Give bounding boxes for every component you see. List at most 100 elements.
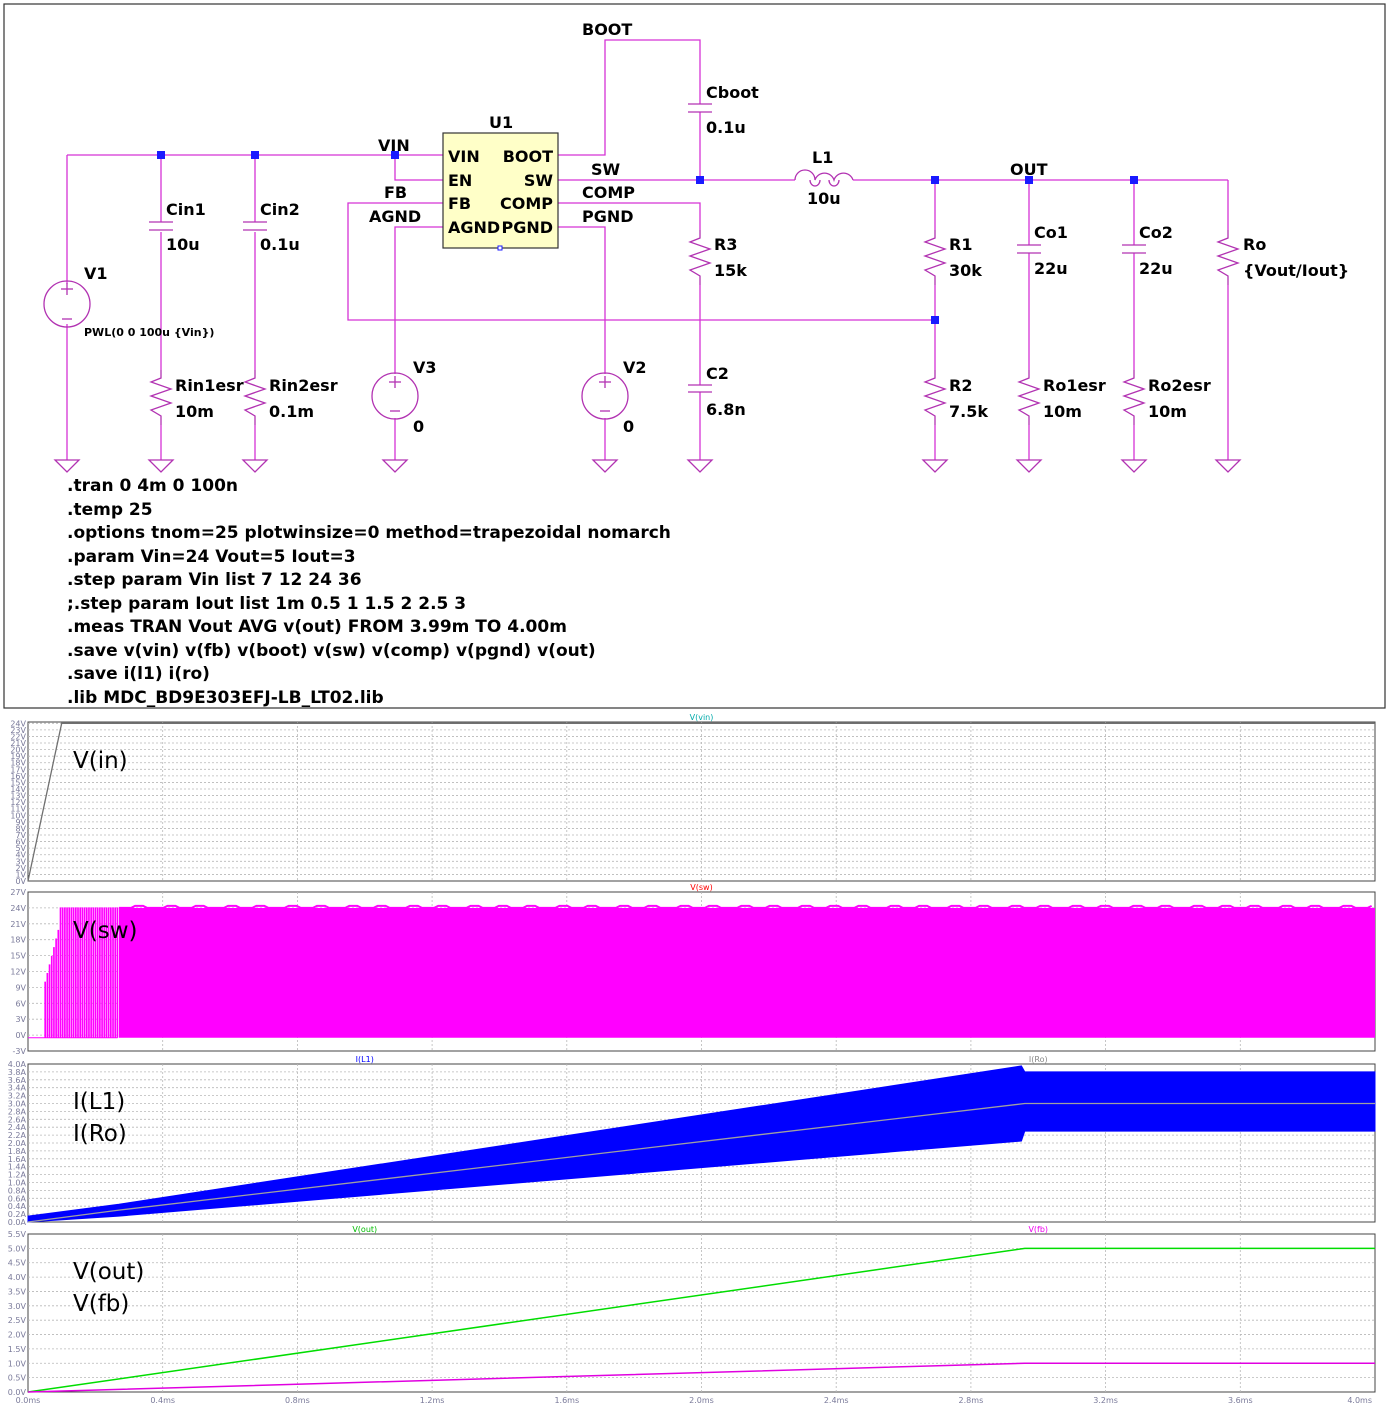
trace-vsw	[28, 904, 1376, 1039]
y-tick-label: 11V	[10, 805, 26, 814]
y-tick-label: 0.2A	[8, 1210, 27, 1219]
junctions	[157, 151, 1138, 324]
y-tick-label: 2.5V	[8, 1316, 27, 1325]
y-tick-label: 17V	[10, 765, 26, 774]
plot-pane[interactable]: 0.0V 0.5V 1.0V 1.5V 2.0V 2.5V 3.0V 3.5V 4.0V 4.5V…	[8, 1225, 1376, 1405]
y-tick-label: 22V	[10, 732, 26, 741]
net-sw: SW	[591, 160, 621, 179]
label-r3: R3	[714, 235, 737, 254]
plot-pane[interactable]: -3V 0V 3V 6V 9V 12V 15V 18V 21V 24V 27V V(sw) V(sw)	[10, 883, 1376, 1056]
value-ro: {Vout/Iout}	[1243, 261, 1349, 280]
trace-vin	[27, 722, 1375, 882]
label-v3: V3	[413, 358, 437, 377]
label-ro1esr: Ro1esr	[1043, 376, 1106, 395]
directive-line: .temp 25	[67, 500, 153, 520]
y-tick-label: 2.0V	[8, 1331, 27, 1340]
cap-cin1	[149, 221, 173, 231]
ic-u1[interactable]: U1 VIN EN FB AGND BOOT SW COMP PGND	[442, 113, 559, 251]
y-tick-label: 18V	[10, 759, 26, 768]
y-tick-label: 6V	[15, 999, 26, 1008]
y-tick-label: 2V	[15, 864, 26, 873]
ic-pin-boot: BOOT	[503, 147, 553, 166]
y-tick-label: 4.0V	[8, 1273, 27, 1282]
y-tick-label: 7V	[15, 831, 26, 840]
plot-frame	[27, 721, 1376, 882]
y-tick-label: 1.4A	[8, 1163, 27, 1172]
cap-co2	[1122, 244, 1146, 254]
y-tick-label: 10V	[10, 811, 26, 820]
y-tick-label: 2.8A	[8, 1107, 27, 1116]
x-tick-label: 0.4ms	[150, 1396, 175, 1405]
x-tick-label: 4.0ms	[1347, 1396, 1372, 1405]
y-tick-label: 0.4A	[8, 1202, 27, 1211]
value-c2: 6.8n	[706, 400, 746, 419]
value-r2: 7.5k	[949, 402, 988, 421]
waveform-viewer: 0V1V2V3V4V5V6V7V8V9V10V11V12V13V14V15V16…	[8, 713, 1376, 1405]
ic-pin-pgnd: PGND	[501, 218, 553, 237]
x-tick-label: 0.8ms	[285, 1396, 310, 1405]
plot-overlay-label: V(fb)	[73, 1291, 129, 1317]
value-v2: 0	[623, 417, 634, 436]
res-rin1esr	[149, 370, 173, 425]
net-vin: VIN	[378, 136, 410, 155]
label-rin1esr: Rin1esr	[175, 376, 244, 395]
plot-title: V(sw)	[690, 883, 712, 892]
res-r1	[923, 230, 947, 285]
y-tick-label: 3.4A	[8, 1084, 27, 1093]
label-cin1: Cin1	[166, 200, 206, 219]
directive-line: .meas TRAN Vout AVG v(out) FROM 3.99m TO…	[67, 617, 567, 637]
directive-line: ;.step param Iout list 1m 0.5 1 1.5 2 2.…	[67, 594, 466, 614]
wires	[66, 39, 1229, 460]
y-tick-label: 27V	[10, 888, 26, 897]
plot-title-right: I(Ro)	[1029, 1055, 1048, 1064]
y-tick-label: 12V	[10, 968, 26, 977]
y-tick-label: 19V	[10, 752, 26, 761]
plot-overlay-label: V(in)	[73, 748, 128, 774]
y-tick-label: 13V	[10, 792, 26, 801]
ic-pin-en: EN	[448, 171, 472, 190]
y-tick-label: 9V	[15, 983, 26, 992]
y-tick-label: 2.0A	[8, 1139, 27, 1148]
value-v3: 0	[413, 417, 424, 436]
plot-overlay-label: V(out)	[73, 1259, 144, 1285]
ic-pin-vin: VIN	[448, 147, 480, 166]
ic-pin-agnd: AGND	[448, 218, 500, 237]
value-rin1esr: 10m	[175, 402, 214, 421]
y-tick-label: 20V	[10, 746, 26, 755]
res-ro2esr	[1122, 370, 1146, 425]
trace-iro	[27, 1102, 1375, 1223]
spice-directives: .tran 0 4m 0 100n .temp 25 .options tnom…	[67, 476, 671, 708]
value-v1: PWL(0 0 100u {Vin})	[84, 326, 214, 339]
y-tick-label: 15V	[10, 778, 26, 787]
source-v2	[581, 372, 629, 420]
plot-title-left: I(L1)	[356, 1055, 374, 1064]
y-tick-label: 1.6A	[8, 1155, 27, 1164]
capacitors	[149, 103, 1146, 393]
directive-line: .options tnom=25 plotwinsize=0 method=tr…	[67, 523, 671, 543]
y-tick-label: 2.4A	[8, 1123, 27, 1132]
y-tick-label: 0V	[15, 877, 26, 886]
y-tick-label: 5.5V	[8, 1230, 27, 1239]
label-v1: V1	[84, 264, 108, 283]
directive-line: .save i(l1) i(ro)	[67, 664, 210, 684]
resistors	[149, 230, 1240, 425]
cap-co1	[1017, 244, 1041, 254]
y-tick-label: 0.0A	[8, 1218, 27, 1227]
trace-il1	[27, 1065, 1376, 1223]
plot-pane[interactable]: 0V1V2V3V4V5V6V7V8V9V10V11V12V13V14V15V16…	[10, 713, 1376, 886]
y-tick-label: 3V	[15, 857, 26, 866]
net-out: OUT	[1010, 160, 1048, 179]
y-tick-label: 3.5V	[8, 1287, 27, 1296]
label-r1: R1	[949, 235, 972, 254]
y-tick-label: 1V	[15, 870, 26, 879]
net-pgnd: PGND	[582, 207, 634, 226]
y-tick-label: 15V	[10, 952, 26, 961]
y-tick-label: 16V	[10, 772, 26, 781]
y-tick-label: 1.8A	[8, 1147, 27, 1156]
directive-line: .step param Vin list 7 12 24 36	[67, 570, 362, 590]
plot-pane[interactable]: 0.0A0.2A0.4A0.6A0.8A1.0A1.2A1.4A1.6A1.8A…	[8, 1055, 1376, 1227]
y-tick-label: 6V	[15, 838, 26, 847]
source-v1	[43, 280, 91, 328]
y-tick-label: 21V	[10, 920, 26, 929]
